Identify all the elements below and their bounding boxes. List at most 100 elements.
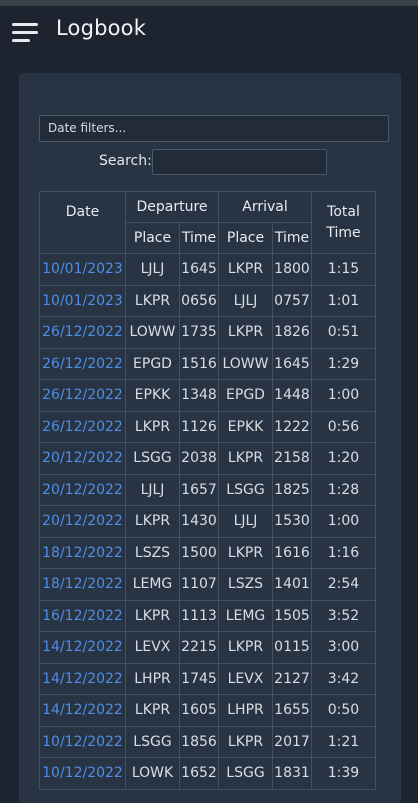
table-row: 14/12/2022 LHPR 1745 LEVX 2127 3:42	[39, 662, 376, 695]
total-time-cell: 3:52	[311, 599, 376, 632]
departure-time-cell: 1605	[179, 694, 219, 727]
departure-time-header[interactable]: Time	[179, 222, 219, 254]
arrival-time-cell: 1505	[272, 599, 312, 632]
flight-date-link[interactable]: 14/12/2022	[39, 631, 126, 664]
total-time-header[interactable]: Total Time	[311, 191, 376, 254]
flight-date-link[interactable]: 14/12/2022	[39, 694, 126, 727]
table-row: 10/01/2023 LKPR 0656 LJLJ 0757 1:01	[39, 284, 376, 317]
departure-place-cell: LHPR	[125, 662, 180, 695]
departure-place-cell: LOWK	[125, 757, 180, 790]
menu-line	[12, 31, 38, 34]
arrival-time-cell: 1616	[272, 536, 312, 569]
search-input[interactable]	[152, 149, 327, 175]
logbook-table-body: 10/01/2023 LJLJ 1645 LKPR 1800 1:15 10/01/2023…	[39, 253, 376, 790]
arrival-place-cell: EPKK	[218, 410, 273, 443]
table-row: 18/12/2022 LEMG 1107 LSZS 1401 2:54	[39, 568, 376, 601]
departure-place-cell: LKPR	[125, 410, 180, 443]
flight-date-link[interactable]: 18/12/2022	[39, 536, 126, 569]
departure-place-cell: LEVX	[125, 631, 180, 664]
arrival-place-cell: LOWW	[218, 347, 273, 380]
departure-place-cell: EPGD	[125, 347, 180, 380]
arrival-time-cell: 1825	[272, 473, 312, 506]
arrival-time-cell: 1401	[272, 568, 312, 601]
departure-place-header[interactable]: Place	[125, 222, 180, 254]
arrival-time-cell: 2127	[272, 662, 312, 695]
table-row: 26/12/2022 EPKK 1348 EPGD 1448 1:00	[39, 379, 376, 412]
arrival-place-cell: EPGD	[218, 379, 273, 412]
table-row: 26/12/2022 LKPR 1126 EPKK 1222 0:56	[39, 410, 376, 443]
arrival-time-cell: 1800	[272, 253, 312, 286]
total-time-cell: 1:00	[311, 505, 376, 538]
date-header-label: Date	[65, 203, 100, 220]
total-time-cell: 1:00	[311, 379, 376, 412]
flight-date-link[interactable]: 26/12/2022	[39, 379, 126, 412]
total-time-cell: 1:28	[311, 473, 376, 506]
total-time-cell: 0:51	[311, 316, 376, 349]
departure-time-cell: 0656	[179, 284, 219, 317]
menu-line	[12, 23, 38, 26]
flight-date-link[interactable]: 10/01/2023	[39, 284, 126, 317]
arrival-place-cell: LKPR	[218, 253, 273, 286]
arrival-place-header[interactable]: Place	[218, 222, 273, 254]
arrival-time-cell: 2017	[272, 725, 312, 758]
departure-time-cell: 1745	[179, 662, 219, 695]
arrival-header: Arrival	[218, 191, 312, 223]
flight-date-link[interactable]: 20/12/2022	[39, 505, 126, 538]
logbook-card: Date filters... Search: Date Departure A…	[19, 73, 401, 803]
departure-place-cell: LSGG	[125, 725, 180, 758]
total-time-cell: 0:50	[311, 694, 376, 727]
departure-time-cell: 1657	[179, 473, 219, 506]
arrival-place-cell: LKPR	[218, 631, 273, 664]
arrival-place-cell: LKPR	[218, 442, 273, 475]
arrival-time-cell: 1222	[272, 410, 312, 443]
departure-time-cell: 1856	[179, 725, 219, 758]
arrival-time-header[interactable]: Time	[272, 222, 312, 254]
departure-time-cell: 1735	[179, 316, 219, 349]
search-label: Search:	[99, 153, 152, 169]
table-row: 10/12/2022 LSGG 1856 LKPR 2017 1:21	[39, 725, 376, 758]
flight-date-link[interactable]: 10/12/2022	[39, 725, 126, 758]
arrival-place-cell: LKPR	[218, 725, 273, 758]
total-time-cell: 1:16	[311, 536, 376, 569]
flight-date-link[interactable]: 18/12/2022	[39, 568, 126, 601]
page-title: Logbook	[56, 16, 147, 40]
total-time-cell: 0:56	[311, 410, 376, 443]
departure-time-cell: 1516	[179, 347, 219, 380]
total-time-header-label: Total Time	[326, 203, 361, 241]
flight-date-link[interactable]: 20/12/2022	[39, 442, 126, 475]
arrival-time-cell: 1655	[272, 694, 312, 727]
arrival-time-cell: 1831	[272, 757, 312, 790]
arrival-time-cell: 1530	[272, 505, 312, 538]
table-row: 20/12/2022 LJLJ 1657 LSGG 1825 1:28	[39, 473, 376, 506]
departure-place-cell: LJLJ	[125, 253, 180, 286]
date-header[interactable]: Date	[39, 191, 126, 254]
total-time-cell: 1:39	[311, 757, 376, 790]
departure-place-cell: LKPR	[125, 284, 180, 317]
menu-line	[12, 39, 30, 42]
total-time-cell: 1:29	[311, 347, 376, 380]
table-row: 20/12/2022 LSGG 2038 LKPR 2158 1:20	[39, 442, 376, 475]
total-time-cell: 1:15	[311, 253, 376, 286]
flight-date-link[interactable]: 26/12/2022	[39, 347, 126, 380]
total-time-cell: 1:21	[311, 725, 376, 758]
flight-date-link[interactable]: 26/12/2022	[39, 316, 126, 349]
flight-date-link[interactable]: 20/12/2022	[39, 473, 126, 506]
flight-date-link[interactable]: 26/12/2022	[39, 410, 126, 443]
departure-place-cell: LKPR	[125, 599, 180, 632]
table-row: 26/12/2022 EPGD 1516 LOWW 1645 1:29	[39, 347, 376, 380]
app-header: Logbook	[0, 6, 418, 56]
flight-date-link[interactable]: 10/01/2023	[39, 253, 126, 286]
departure-header: Departure	[125, 191, 219, 223]
arrival-place-cell: LSGG	[218, 757, 273, 790]
departure-time-cell: 2215	[179, 631, 219, 664]
departure-place-cell: LSZS	[125, 536, 180, 569]
departure-time-cell: 1126	[179, 410, 219, 443]
flight-date-link[interactable]: 10/12/2022	[39, 757, 126, 790]
date-filters-toggle[interactable]: Date filters...	[39, 115, 389, 142]
flight-date-link[interactable]: 14/12/2022	[39, 662, 126, 695]
departure-place-cell: LSGG	[125, 442, 180, 475]
table-row: 10/12/2022 LOWK 1652 LSGG 1831 1:39	[39, 757, 376, 790]
hamburger-menu-icon[interactable]	[12, 23, 38, 43]
flight-date-link[interactable]: 16/12/2022	[39, 599, 126, 632]
arrival-time-cell: 0115	[272, 631, 312, 664]
